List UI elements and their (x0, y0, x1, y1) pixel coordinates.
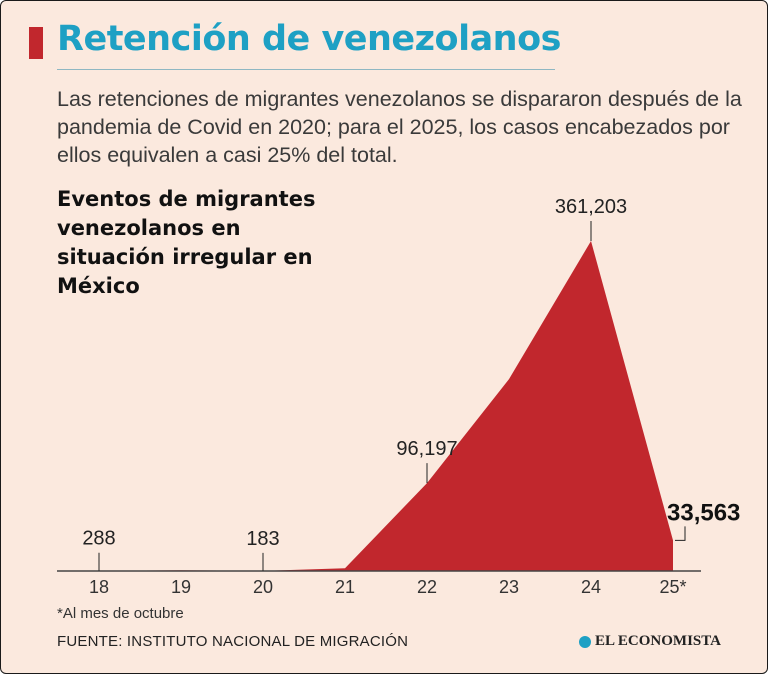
x-tick-label: 19 (171, 577, 191, 597)
data-label: 33,563 (667, 499, 740, 526)
el-economista-logo-icon (579, 635, 591, 648)
chart-title: Eventos de migrantes venezolanos en situ… (57, 187, 316, 298)
brand-logo: EL ECONOMISTA (579, 633, 721, 650)
title-accent-bar (29, 27, 43, 59)
x-tick-label: 22 (417, 577, 437, 597)
data-label: 183 (246, 528, 279, 550)
footnote: *Al mes de octubre (57, 605, 184, 622)
x-tick-label: 24 (581, 577, 601, 597)
data-label: 96,197 (396, 438, 457, 460)
x-tick-label: 20 (253, 577, 273, 597)
x-tick-label: 18 (89, 577, 109, 597)
x-tick-label: 21 (335, 577, 355, 597)
subtitle: Las retenciones de migrantes venezolanos… (57, 87, 742, 167)
x-tick-label: 25* (659, 577, 686, 597)
data-label: 361,203 (555, 196, 627, 218)
source-credit: FUENTE: INSTITUTO NACIONAL DE MIGRACIÓN (57, 633, 409, 650)
brand-name: EL ECONOMISTA (595, 633, 721, 649)
x-tick-label: 23 (499, 577, 519, 597)
data-label: 288 (82, 528, 115, 550)
page-title: Retención de venezolanos (57, 19, 561, 59)
area-series (99, 241, 673, 571)
data-label-leader (675, 526, 686, 541)
title-divider (57, 69, 555, 70)
